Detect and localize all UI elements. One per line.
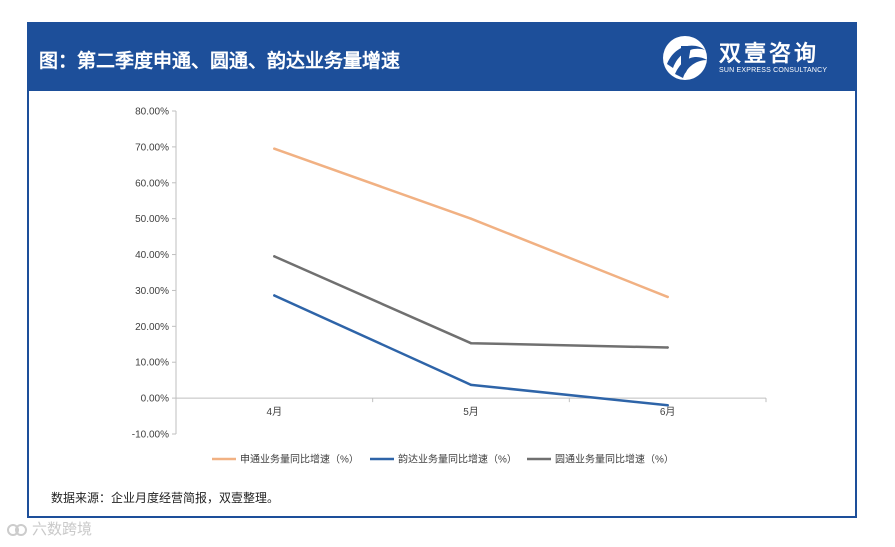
series-0-point	[666, 295, 669, 299]
y-tick-label: 40.00%	[135, 250, 169, 261]
watermark-text: 六数跨境	[32, 521, 93, 538]
legend-label-2: 圆通业务量同比增速（%）	[555, 453, 674, 466]
y-tick-label: 60.00%	[135, 178, 169, 189]
y-tick-label: 20.00%	[135, 322, 169, 333]
series-line-0	[273, 147, 669, 299]
series-2-point	[666, 346, 669, 349]
series-0-point	[469, 217, 473, 220]
series-0-point	[273, 147, 276, 150]
series-2-point	[469, 342, 473, 345]
y-tick-label: 80.00%	[135, 107, 169, 118]
brand-subtitle: SUN EXPRESS CONSULTANCY	[719, 67, 828, 74]
x-tick-label: 6月	[660, 406, 676, 418]
header-bar: 图：第二季度申通、圆通、韵达业务量增速 双壹咨询 SUN EXPRESS CON…	[29, 24, 855, 91]
series-1-point	[273, 294, 276, 297]
legend-label-0: 申通业务量同比增速（%）	[240, 453, 359, 466]
chart-title: 图：第二季度申通、圆通、韵达业务量增速	[39, 51, 401, 72]
series-line-1	[273, 294, 669, 407]
chart-frame: 图：第二季度申通、圆通、韵达业务量增速 双壹咨询 SUN EXPRESS CON…	[27, 22, 857, 518]
x-tick-label: 4月	[267, 406, 283, 418]
source-note: 数据来源：企业月度经营简报，双壹整理。	[51, 491, 280, 505]
series-line-2	[273, 255, 669, 349]
y-tick-label: 70.00%	[135, 142, 169, 153]
y-tick-label: 0.00%	[141, 394, 169, 405]
legend-label-1: 韵达业务量同比增速（%）	[398, 453, 517, 466]
series-1-point	[469, 383, 473, 387]
x-tick-label: 5月	[463, 406, 479, 418]
watermark-icon	[7, 524, 27, 537]
brand-logo: 双壹咨询 SUN EXPRESS CONSULTANCY	[661, 34, 833, 82]
watermark: 六数跨境	[6, 518, 92, 539]
brand-swirl-icon	[663, 36, 707, 80]
y-tick-label: 50.00%	[135, 214, 169, 225]
y-tick-label: -10.00%	[132, 430, 169, 441]
brand-name: 双壹咨询	[719, 41, 820, 67]
series-1-point	[666, 404, 669, 407]
y-tick-label: 30.00%	[135, 286, 169, 297]
series-2-point	[273, 255, 276, 258]
y-tick-label: 10.00%	[135, 358, 169, 369]
